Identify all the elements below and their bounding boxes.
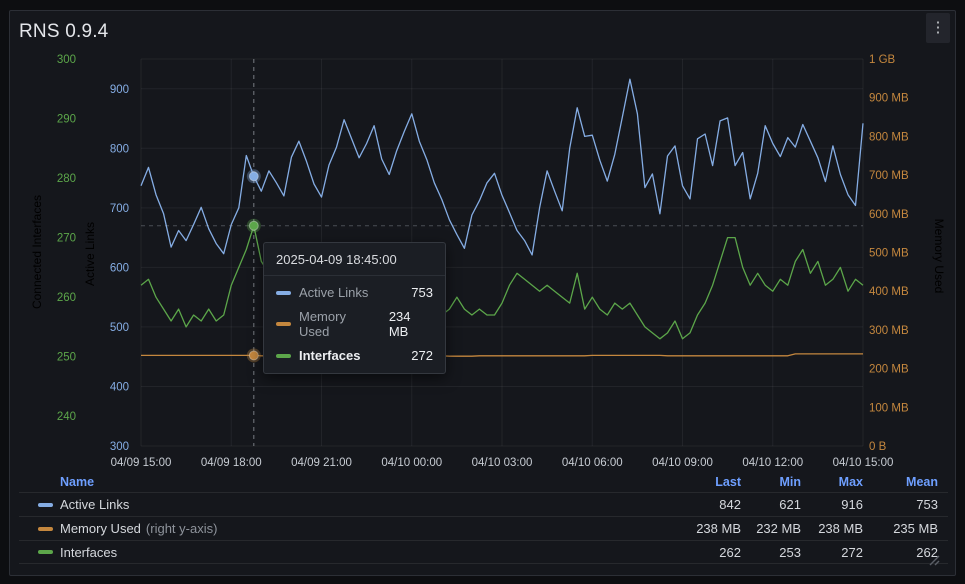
memory-axis-tick-label: 900 MB bbox=[869, 93, 909, 105]
legend-series-label: Memory Used bbox=[60, 521, 141, 536]
interfaces-axis-tick-label: 300 bbox=[57, 54, 76, 66]
active-links-axis-tick-label: 400 bbox=[110, 381, 129, 393]
legend-series-color-dash bbox=[38, 503, 53, 507]
x-axis-tick-label: 04/09 21:00 bbox=[291, 457, 352, 469]
memory-axis-tick-label: 100 MB bbox=[869, 402, 909, 414]
legend-column-max[interactable]: Max bbox=[801, 475, 863, 489]
legend-row: Interfaces262253272262 bbox=[19, 540, 948, 564]
active-links-axis-tick-label: 700 bbox=[110, 203, 129, 215]
series-color-dash bbox=[276, 291, 291, 295]
active-links-axis-tick-label: 900 bbox=[110, 84, 129, 96]
interfaces-axis-tick-label: 270 bbox=[57, 233, 76, 245]
legend-series-color-dash bbox=[38, 550, 53, 554]
x-axis-tick-label: 04/10 09:00 bbox=[652, 457, 713, 469]
legend-column-min[interactable]: Min bbox=[741, 475, 801, 489]
legend-mean-value: 753 bbox=[863, 497, 938, 512]
legend-row: Active Links 842621916753 bbox=[19, 492, 948, 516]
hover-marker bbox=[249, 351, 258, 360]
interfaces-axis-tick-label: 290 bbox=[57, 114, 76, 126]
x-axis-tick-label: 04/10 06:00 bbox=[562, 457, 623, 469]
series-color-dash bbox=[276, 322, 291, 326]
grafana-panel: RNS 0.9.4 ⋮ 04/09 15:0004/09 18:0004/09 … bbox=[9, 10, 956, 576]
legend-table: Name Last Min Max Mean Active Links 84262… bbox=[19, 472, 948, 564]
legend-series-color-dash bbox=[38, 527, 53, 531]
legend-column-name[interactable]: Name bbox=[19, 475, 679, 489]
legend-column-mean[interactable]: Mean bbox=[863, 475, 938, 489]
hover-marker bbox=[249, 221, 258, 230]
legend-min-value: 253 bbox=[741, 545, 801, 560]
legend-header-row: Name Last Min Max Mean bbox=[19, 472, 948, 492]
hover-marker bbox=[249, 172, 258, 181]
time-series-chart[interactable]: 04/09 15:00 04/09 18:00 04/09 21:00 04/10 0… bbox=[10, 11, 957, 471]
memory-axis-tick-label: 0 B bbox=[869, 441, 887, 453]
interfaces-axis-tick-label: 250 bbox=[57, 352, 76, 364]
legend-min-value: 621 bbox=[741, 497, 801, 512]
legend-series-name[interactable]: Active Links bbox=[19, 497, 679, 512]
active-links-axis-tick-label: 600 bbox=[110, 262, 129, 274]
memory-axis-tick-label: 200 MB bbox=[869, 364, 909, 376]
legend-column-last[interactable]: Last bbox=[679, 475, 741, 489]
x-axis-tick-label: 04/10 12:00 bbox=[742, 457, 803, 469]
memory-axis-tick-label: 1 GB bbox=[869, 54, 896, 66]
legend-series-name[interactable]: Interfaces bbox=[19, 545, 679, 560]
interfaces-axis-tick-label: 280 bbox=[57, 173, 76, 185]
tooltip-row-interfaces: Interfaces 272 bbox=[276, 348, 433, 363]
active-links-axis-tick-label: 500 bbox=[110, 322, 129, 334]
x-axis-tick-label: 04/09 15:00 bbox=[111, 457, 172, 469]
y-axis-title-active-links: Active Links bbox=[83, 214, 97, 294]
legend-max-value: 272 bbox=[801, 545, 863, 560]
legend-series-name[interactable]: Memory Used (right y-axis) bbox=[19, 521, 679, 536]
active-links-axis-tick-label: 300 bbox=[110, 441, 129, 453]
y-axis-title-connected-interfaces: Connected Interfaces bbox=[30, 187, 44, 317]
plot-canvas[interactable]: 04/09 15:00 04/09 18:00 04/09 21:00 04/10 0… bbox=[10, 11, 957, 471]
tooltip-row-active-links: Active Links 753 bbox=[276, 285, 433, 300]
x-axis-tick-label: 04/10 00:00 bbox=[381, 457, 442, 469]
x-axis-tick-label: 04/09 18:00 bbox=[201, 457, 262, 469]
tooltip-timestamp: 2025-04-09 18:45:00 bbox=[264, 243, 445, 276]
legend-last-value: 262 bbox=[679, 545, 741, 560]
active-links-axis-tick-label: 800 bbox=[110, 143, 129, 155]
legend-max-value: 238 MB bbox=[801, 521, 863, 536]
x-axis-tick-label: 04/10 03:00 bbox=[472, 457, 533, 469]
chart-tooltip: 2025-04-09 18:45:00 Active Links 753 Mem… bbox=[263, 242, 446, 374]
legend-min-value: 232 MB bbox=[741, 521, 801, 536]
memory-axis-tick-label: 300 MB bbox=[869, 325, 909, 337]
memory-axis-tick-label: 600 MB bbox=[869, 209, 909, 221]
interfaces-axis-tick-label: 240 bbox=[57, 411, 76, 423]
legend-series-label: Interfaces bbox=[60, 545, 117, 560]
legend-last-value: 238 MB bbox=[679, 521, 741, 536]
interfaces-axis-tick-label: 260 bbox=[57, 292, 76, 304]
x-axis-tick-label: 04/10 15:00 bbox=[833, 457, 894, 469]
y-axis-title-memory-used: Memory Used bbox=[932, 211, 946, 301]
legend-last-value: 842 bbox=[679, 497, 741, 512]
memory-axis-tick-label: 500 MB bbox=[869, 248, 909, 260]
tooltip-row-memory-used: Memory Used 234 MB bbox=[276, 309, 433, 339]
memory-axis-tick-label: 700 MB bbox=[869, 170, 909, 182]
legend-max-value: 916 bbox=[801, 497, 863, 512]
memory-axis-tick-label: 800 MB bbox=[869, 131, 909, 143]
legend-axis-suffix: (right y-axis) bbox=[146, 521, 218, 536]
legend-row: Memory Used (right y-axis) 238 MB232 MB238… bbox=[19, 516, 948, 540]
memory-axis-tick-label: 400 MB bbox=[869, 286, 909, 298]
series-color-dash bbox=[276, 354, 291, 358]
legend-mean-value: 262 bbox=[863, 545, 938, 560]
panel-resize-handle[interactable] bbox=[928, 554, 940, 566]
legend-mean-value: 235 MB bbox=[863, 521, 938, 536]
legend-series-label: Active Links bbox=[60, 497, 129, 512]
